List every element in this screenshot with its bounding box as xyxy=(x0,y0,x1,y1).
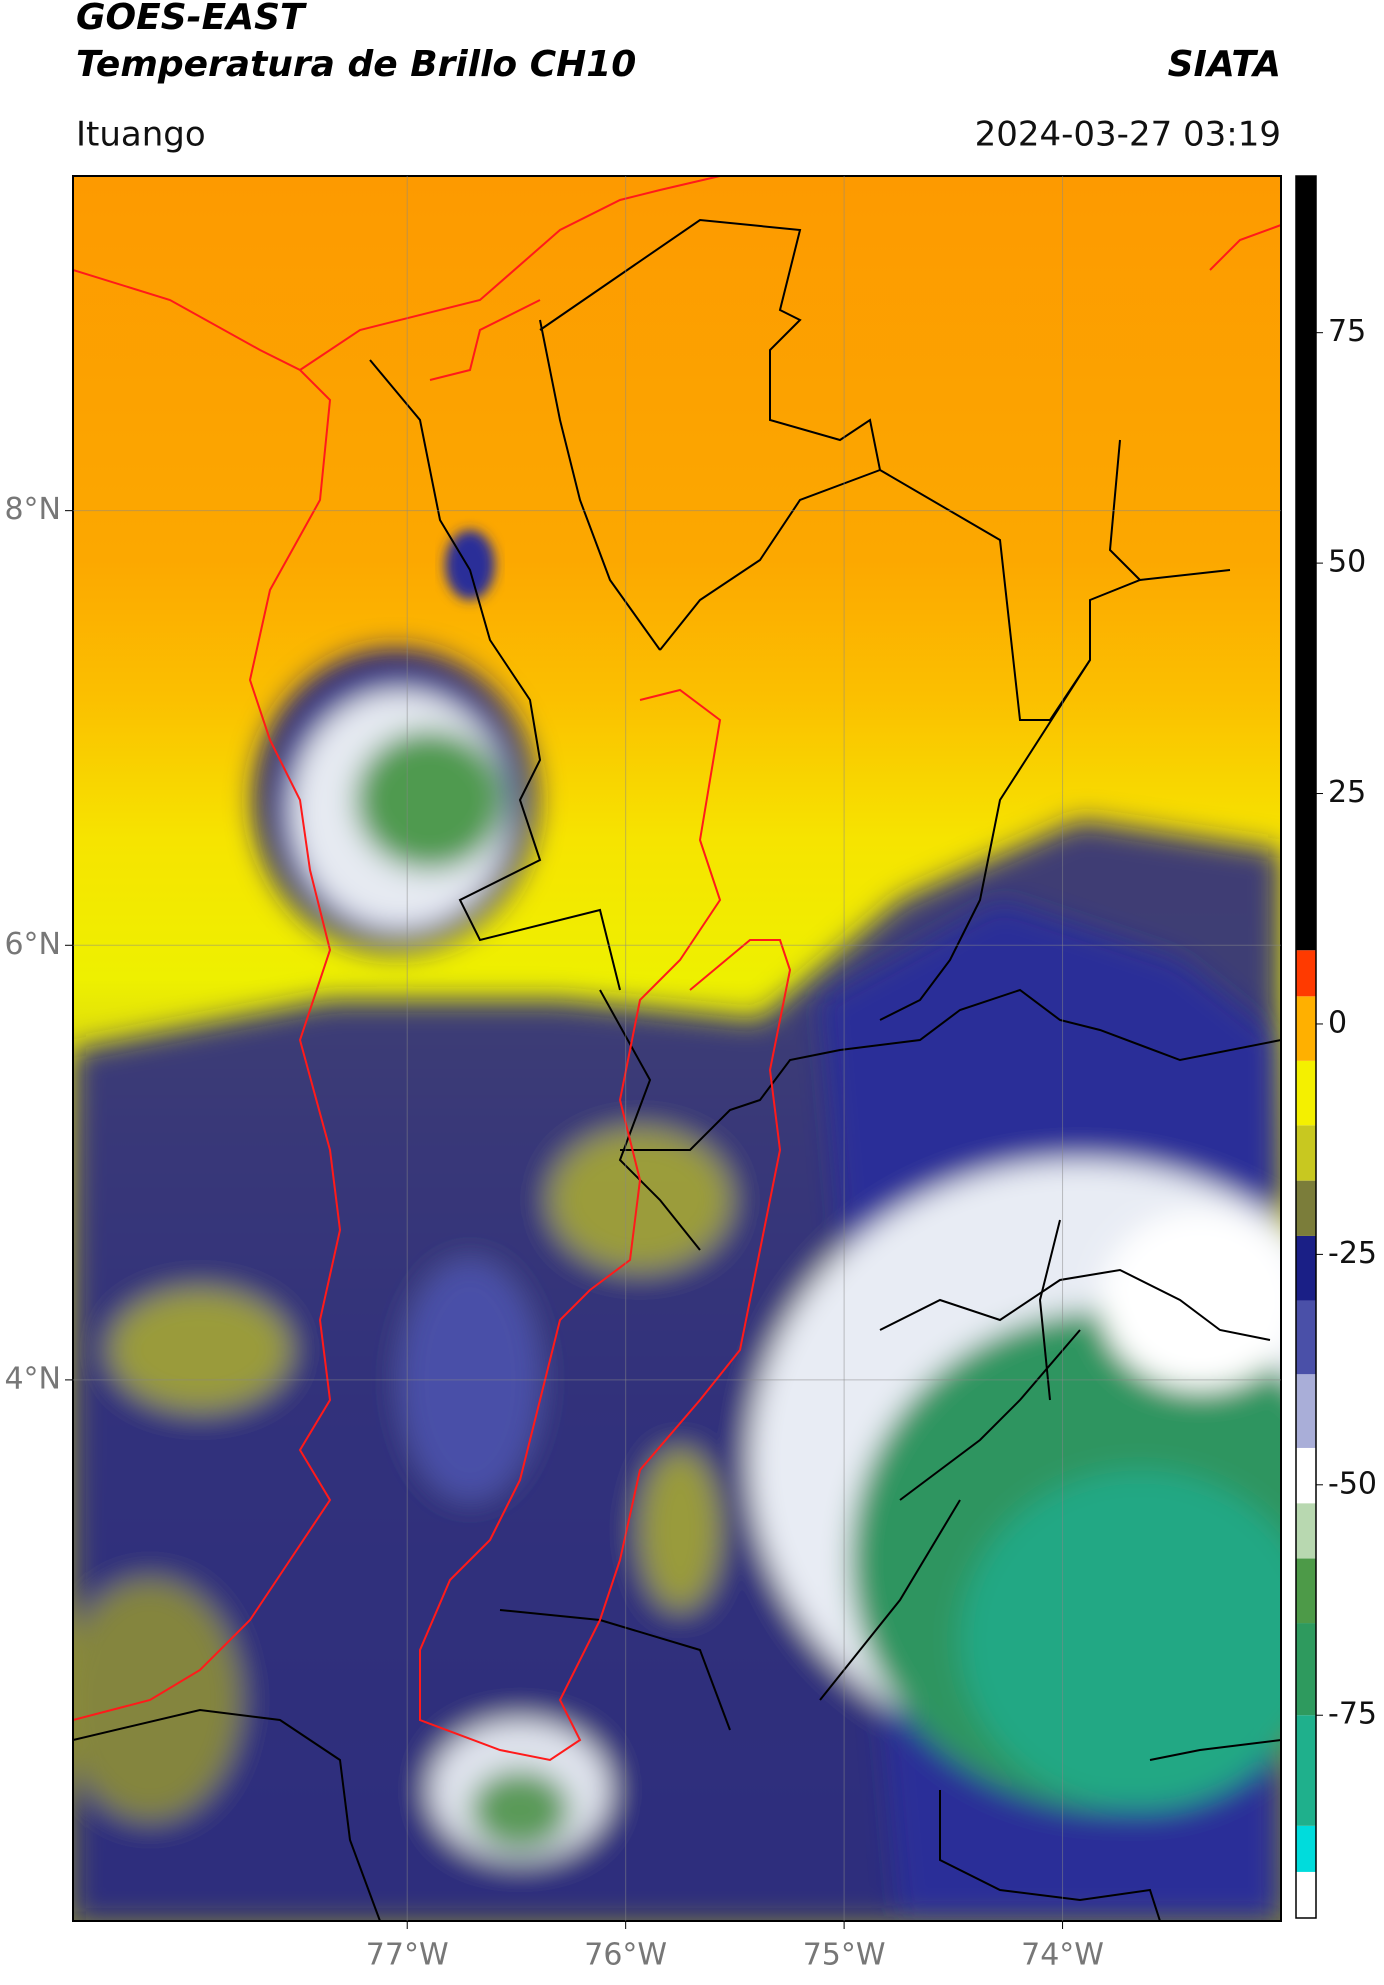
colorbar-segment xyxy=(1296,1180,1316,1236)
subtitle: Temperatura de Brillo CH10 xyxy=(76,44,636,85)
x-tick-label: 75°W xyxy=(803,1938,886,1973)
colorbar-segment xyxy=(1296,1503,1316,1559)
colorbar-segment xyxy=(1296,1825,1316,1872)
title: GOES-EAST xyxy=(76,0,307,38)
colorbar-segment xyxy=(1296,996,1316,1061)
colorbar-segment xyxy=(1296,1623,1316,1716)
colorbar-segment xyxy=(1296,176,1316,951)
colorbar-segment xyxy=(1296,1871,1316,1918)
plot-frame xyxy=(72,175,1282,1922)
colorbar-segment xyxy=(1296,1447,1316,1504)
y-tick-label: 8°N xyxy=(4,492,61,527)
colorbar-tick-label: 75 xyxy=(1328,314,1366,349)
colorbar-segment xyxy=(1296,1235,1316,1301)
colorbar-segment xyxy=(1296,1374,1316,1448)
colorbar-segment xyxy=(1296,1715,1316,1826)
colorbar-tick-label: -75 xyxy=(1328,1697,1377,1732)
source: SIATA xyxy=(1168,44,1281,85)
colorbar-segment xyxy=(1296,1558,1316,1624)
colorbar-tick-label: 0 xyxy=(1328,1005,1347,1040)
colorbar-tick-label: -25 xyxy=(1328,1236,1377,1271)
x-tick-label: 74°W xyxy=(1021,1938,1104,1973)
region: Ituango xyxy=(76,115,206,155)
x-tick-label: 77°W xyxy=(366,1938,449,1973)
y-tick-label: 6°N xyxy=(4,927,61,962)
colorbar-tick-label: 25 xyxy=(1328,775,1366,810)
colorbar-segment xyxy=(1296,1300,1316,1375)
timestamp: 2024-03-27 03:19 xyxy=(975,115,1281,155)
y-tick-label: 4°N xyxy=(4,1361,61,1396)
satellite-image xyxy=(73,176,1281,1921)
colorbar-segment xyxy=(1296,950,1316,997)
colorbar-tick-label: -50 xyxy=(1328,1466,1377,1501)
colorbar-segment xyxy=(1296,1125,1316,1181)
colorbar-frame xyxy=(1295,175,1317,1919)
x-tick-label: 76°W xyxy=(584,1938,667,1973)
colorbar-segment xyxy=(1296,1060,1316,1126)
colorbar-tick-label: 50 xyxy=(1328,545,1366,580)
